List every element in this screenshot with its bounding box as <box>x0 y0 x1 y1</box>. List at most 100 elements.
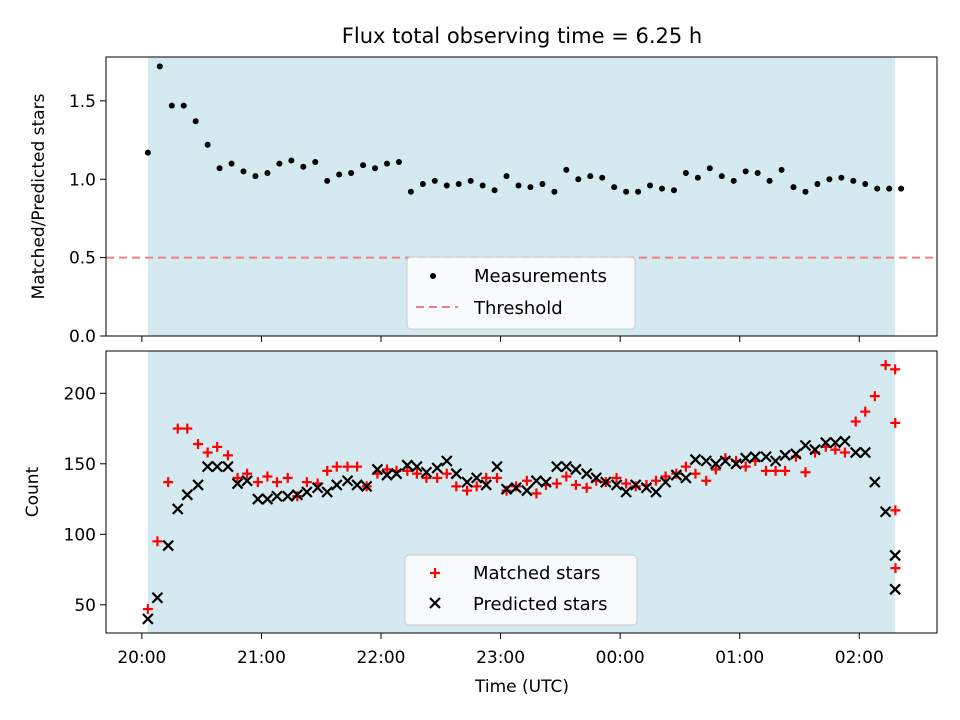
matched-star-point <box>660 471 671 482</box>
matched-star-point <box>890 417 901 428</box>
predicted-star-point <box>869 476 881 488</box>
measurement-point <box>348 169 355 176</box>
bottom-legend-box <box>404 554 638 626</box>
measurement-point <box>431 177 438 184</box>
measurement-point <box>874 185 881 192</box>
predicted-star-point <box>181 489 194 501</box>
measurement-point <box>886 185 893 192</box>
measurement-point <box>814 180 821 187</box>
top-legend: Measurements Threshold <box>406 256 636 330</box>
matched-star-point <box>561 471 572 482</box>
predicted-star-point <box>680 472 692 484</box>
measurement-point <box>539 180 546 187</box>
predicted-star-point <box>510 481 522 494</box>
matched-star-point <box>212 441 223 452</box>
matched-star-point <box>441 468 452 479</box>
measurement-point <box>156 63 163 70</box>
measurement-point <box>718 173 725 180</box>
measurement-point <box>455 180 462 187</box>
matched-star-point <box>690 468 701 479</box>
legend-marker-predicted <box>429 597 441 609</box>
matched-star-point <box>570 479 581 490</box>
predicted-star-point <box>162 539 174 552</box>
predicted-star-point <box>281 490 294 503</box>
matched-star-point <box>701 475 712 486</box>
measurement-point <box>407 188 414 195</box>
matched-star-point <box>890 364 901 375</box>
measurement-point <box>826 176 833 183</box>
matched-star-point <box>710 464 721 475</box>
matched-star-point <box>193 439 204 450</box>
predicted-star-point <box>689 453 702 466</box>
matched-star-point <box>381 464 392 475</box>
measurement-point <box>802 188 809 195</box>
x-tick-label: 21:00 <box>237 648 286 668</box>
bottom-x-ticks: 20:00 21:00 22:00 23:00 00:00 01:00 02:00 <box>117 633 884 668</box>
predicted-star-point <box>461 476 473 488</box>
matched-star-point <box>770 465 781 476</box>
predicted-star-point <box>440 455 453 467</box>
measurement-point <box>563 166 570 173</box>
predicted-star-point <box>629 479 642 491</box>
measurement-point <box>180 102 187 109</box>
matched-star-point <box>242 468 253 479</box>
predicted-star-point <box>151 591 164 604</box>
matched-star-point <box>411 468 422 479</box>
measurement-point <box>575 176 582 183</box>
matched-star-point <box>202 447 213 458</box>
predicted-star-point <box>261 493 274 505</box>
predicted-star-point <box>171 503 184 515</box>
measurement-point <box>527 184 534 191</box>
y-tick-label: 50 <box>74 596 96 616</box>
predicted-star-point <box>470 472 483 484</box>
matched-star-point <box>471 481 482 492</box>
matched-star-point <box>481 472 492 483</box>
measurement-point <box>503 173 510 180</box>
predicted-star-point <box>719 455 732 467</box>
top-legend-box <box>406 256 636 330</box>
predicted-star-point <box>360 480 373 493</box>
matched-star-point <box>880 360 891 371</box>
predicted-star-point <box>211 460 223 473</box>
predicted-star-point <box>311 481 324 494</box>
measurement-point <box>623 188 630 195</box>
measurement-point <box>288 157 295 164</box>
predicted-star-point <box>291 489 304 501</box>
predicted-star-point <box>590 472 603 484</box>
predicted-star-point <box>530 474 543 487</box>
predicted-star-point <box>142 613 154 625</box>
y-tick-label: 200 <box>64 384 96 404</box>
matched-star-point <box>621 478 632 489</box>
measurement-point <box>144 149 151 156</box>
predicted-star-point <box>222 460 234 473</box>
predicted-star-point <box>820 436 832 449</box>
measurement-point <box>599 174 606 181</box>
matched-star-point <box>331 461 342 472</box>
matched-star-point <box>800 467 811 478</box>
matched-star-point <box>551 478 562 489</box>
matched-star-point <box>142 604 153 615</box>
matched-star-point <box>890 563 901 574</box>
x-tick-label: 01:00 <box>715 648 764 668</box>
predicted-star-point <box>550 460 563 473</box>
measurement-point <box>611 184 618 191</box>
measurement-point <box>706 165 713 172</box>
predicted-star-point <box>600 476 612 488</box>
predicted-star-point <box>500 483 513 495</box>
predicted-star-point <box>730 458 742 470</box>
predicted-star-point <box>341 474 354 487</box>
predicted-star-point <box>192 479 204 491</box>
measurement-point <box>300 163 307 170</box>
matched-star-point <box>839 447 850 458</box>
matched-star-point <box>581 482 592 493</box>
bottom-legend: Matched stars Predicted stars <box>404 554 638 626</box>
measurement-point <box>838 174 845 181</box>
measurement-point <box>658 185 665 192</box>
predicted-star-point <box>330 479 343 491</box>
matched-star-point <box>182 423 193 434</box>
predicted-star-point <box>580 467 593 480</box>
predicted-star-point <box>351 479 363 491</box>
matched-star-point <box>342 461 353 472</box>
matched-star-point <box>780 465 791 476</box>
